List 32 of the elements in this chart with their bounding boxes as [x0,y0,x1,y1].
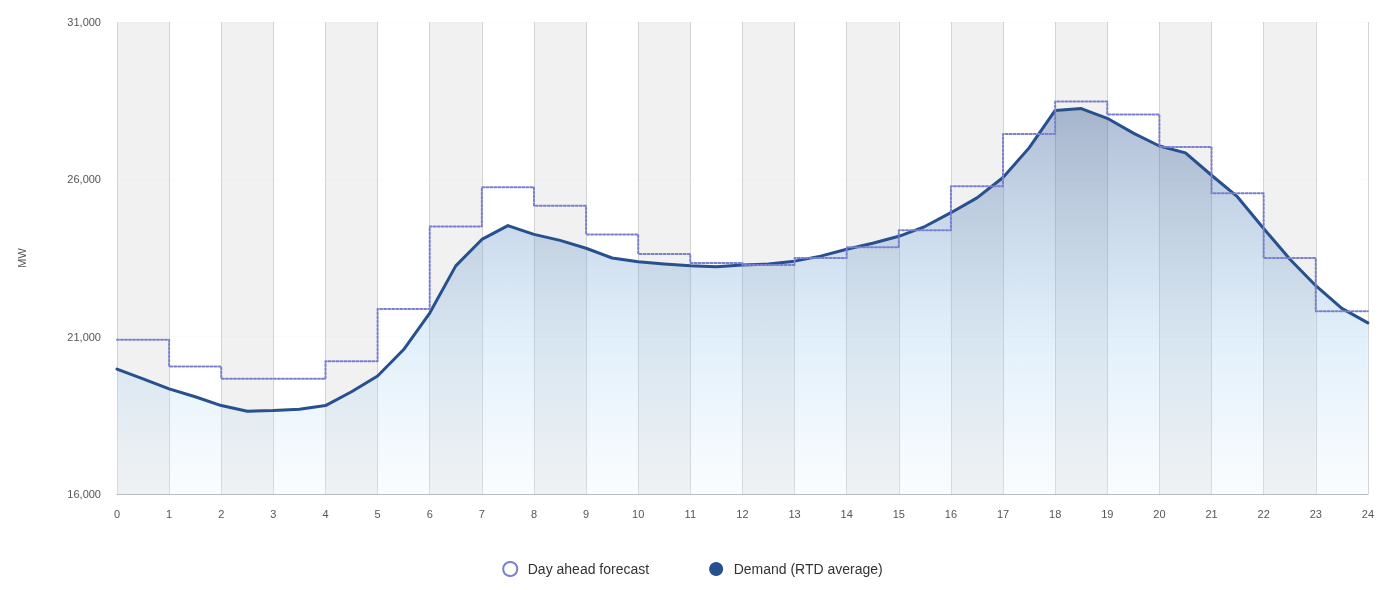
x-tick-label: 13 [788,507,801,520]
x-tick-label: 7 [478,507,485,520]
x-tick-label: 20 [1153,507,1166,520]
y-tick-label: 16,000 [67,488,101,500]
x-tick-label: 19 [1101,507,1114,520]
x-tick-label: 2 [218,507,225,520]
x-tick-label: 9 [583,507,590,520]
x-tick-label: 14 [840,507,853,520]
x-tick-label: 11 [684,507,697,520]
legend-label: Day ahead forecast [527,561,650,577]
x-tick-label: 24 [1361,507,1375,520]
y-axis-title: MW [15,247,28,268]
x-tick-label: 1 [166,507,173,520]
x-tick-label: 15 [892,507,905,520]
y-tick-label: 31,000 [67,16,101,28]
x-tick-label: 3 [270,507,277,520]
legend-label: Demand (RTD average) [733,561,883,577]
y-tick-label: 26,000 [67,173,101,186]
x-tick-label: 4 [322,507,329,520]
x-tick-label: 6 [426,507,433,520]
y-tick-label: 21,000 [67,330,101,343]
x-tick-label: 22 [1257,507,1270,520]
x-tick-label: 16 [944,507,958,520]
x-tick-label: 17 [996,507,1010,520]
x-tick-label: 21 [1205,507,1218,520]
x-tick-label: 0 [113,507,121,520]
x-tick-label: 18 [1049,507,1062,520]
x-tick-label: 5 [374,507,381,520]
x-tick-label: 12 [736,507,749,520]
x-tick-label: 23 [1309,507,1322,520]
x-tick-label: 8 [530,507,538,520]
x-tick-label: 10 [632,507,645,520]
